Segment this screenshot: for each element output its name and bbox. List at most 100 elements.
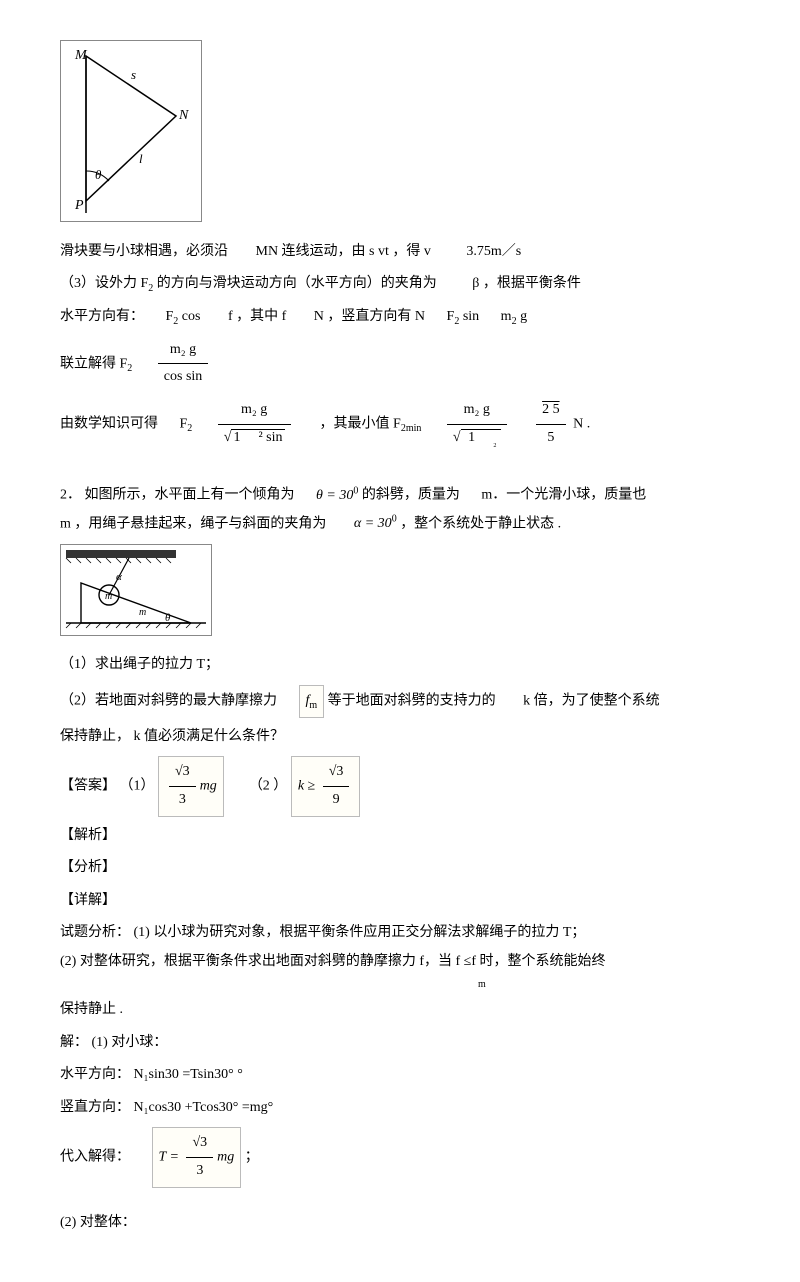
q2-sub1: （1）求出绳子的拉力 T；: [60, 652, 740, 679]
t: k 倍，为了使整个系统: [523, 694, 660, 709]
label-m1: m: [105, 591, 112, 602]
text: 的方向与滑块运动方向（水平方向）的夹角为: [157, 276, 437, 291]
t: sin: [463, 309, 479, 324]
num: m₂ g: [158, 337, 209, 365]
part2-head: (2) 对整体：: [60, 1210, 740, 1237]
label-M: M: [74, 48, 88, 63]
sub: 2: [173, 316, 178, 327]
text: MN 连线运动，由 s vt ，得 v: [256, 244, 431, 259]
label-alpha: α: [116, 571, 122, 583]
q2-stem: 2． 如图所示，水平面上有一个倾角为 θ = 300 的斜劈，质量为 m．一个光…: [60, 481, 740, 538]
incline-svg: α θ m m: [60, 544, 212, 636]
text: 滑块要与小球相遇，必须沿: [60, 244, 228, 259]
bracket-fenxi: 【分析】: [60, 855, 740, 882]
q2-sub2b: 保持静止， k 值必须满足什么条件？: [60, 724, 740, 751]
sub: m: [309, 700, 317, 711]
num: m₂ g: [218, 397, 291, 425]
den: 3: [169, 787, 196, 814]
den: 5: [536, 425, 566, 452]
formula-box: √33mg: [158, 756, 224, 816]
horiz-eq: 水平方向： N₁sin30 =Tsin30° °: [60, 1062, 740, 1089]
t: m: [501, 309, 512, 324]
q2-sub2: （2）若地面对斜劈的最大静摩擦力 fm 等于地面对斜劈的支持力的 k 倍，为了使…: [60, 685, 740, 718]
t: mg: [200, 779, 217, 794]
t: f ，其中 f: [228, 309, 286, 324]
t: (2) 对整体研究，根据平衡条件求出地面对斜劈的静摩擦力 f，当 f ≤f 时，…: [60, 954, 606, 969]
label-P: P: [74, 198, 84, 213]
t: α = 30: [354, 516, 392, 531]
vert-eq: 竖直方向： N₁cos30 +Tcos30° =mg°: [60, 1095, 740, 1122]
t: 由数学知识可得: [60, 416, 158, 431]
triangle-diagram: M N P θ s l: [60, 40, 740, 233]
line-math-min: 由数学知识可得 F2 m₂ g √1² sin ，其最小值 F2min m₂ g…: [60, 397, 740, 451]
t: ² sin: [258, 430, 282, 445]
sup: 0: [392, 514, 397, 525]
label-N: N: [178, 108, 189, 123]
text: 水平方向有：: [60, 309, 144, 324]
den: 9: [323, 787, 350, 814]
bracket-xiangjie: 【详解】: [60, 888, 740, 915]
t: N .: [573, 416, 590, 431]
t: ；: [245, 1150, 259, 1165]
t: T =: [159, 1150, 183, 1165]
den: √1² sin: [218, 425, 291, 452]
num: 2 5: [536, 397, 566, 425]
text: 3.75m／s: [466, 244, 521, 259]
t: 1: [233, 430, 240, 445]
num: √3: [323, 759, 350, 787]
label-l: l: [139, 151, 143, 166]
sub: 2: [187, 423, 192, 434]
solve-head: 解： (1) 对小球：: [60, 1030, 740, 1057]
t: 代入解得：: [60, 1150, 130, 1165]
den: √ 1₂: [447, 425, 507, 452]
line-combine: 联立解得 F2 m₂ g cos sin: [60, 337, 740, 391]
t: k ≥: [298, 779, 319, 794]
t: mg: [217, 1150, 234, 1165]
sub: 2min: [401, 423, 422, 434]
text: （3）设外力 F: [60, 276, 148, 291]
t: （2）若地面对斜劈的最大静摩擦力: [60, 694, 277, 709]
sub: 2: [127, 363, 132, 374]
label-s: s: [131, 67, 136, 82]
fraction: m₂ g √ 1₂: [447, 397, 507, 451]
fraction: m₂ g √1² sin: [218, 397, 291, 451]
t: N ，竖直方向有 N: [314, 309, 425, 324]
num: m₂ g: [447, 397, 507, 425]
line-meet: 滑块要与小球相遇，必须沿 MN 连线运动，由 s vt ，得 v 3.75m／s: [60, 239, 740, 266]
sub: 2: [454, 316, 459, 327]
t: 1: [468, 430, 475, 445]
text: β ，根据平衡条件: [472, 276, 581, 291]
t: 的斜劈，质量为: [362, 488, 460, 503]
answer-line: 【答案】 （1） √33mg （2 ） k ≥ √39: [60, 756, 740, 816]
formula-box: k ≥ √39: [291, 756, 361, 816]
t: m ，用绳子悬挂起来，绳子与斜面的夹角为: [60, 516, 326, 531]
sub: 2: [148, 283, 153, 294]
t: 等于地面对斜劈的支持力的: [328, 694, 496, 709]
line-horizontal: 水平方向有： F2 cos f ，其中 f N ，竖直方向有 N F2 sin …: [60, 304, 740, 331]
keep-still: 保持静止 .: [60, 997, 740, 1024]
den: cos sin: [158, 364, 209, 391]
label-theta: θ: [95, 167, 102, 182]
analysis1: 试题分析： (1) 以小球为研究对象，根据平衡条件应用正交分解法求解绳子的拉力 …: [60, 920, 740, 947]
analysis2: (2) 对整体研究，根据平衡条件求出地面对斜劈的静摩擦力 f，当 f ≤f 时，…: [60, 953, 740, 991]
t: cos: [182, 309, 201, 324]
t: （2 ）: [249, 779, 288, 794]
t: 联立解得 F: [60, 356, 127, 371]
sub: m: [478, 979, 486, 990]
bracket-jiexi: 【解析】: [60, 823, 740, 850]
formula-box: T = √33 mg: [152, 1127, 242, 1187]
fm-box: fm: [299, 685, 325, 718]
label-theta: θ: [165, 612, 171, 624]
num: √3: [186, 1130, 213, 1158]
t: g: [520, 309, 527, 324]
triangle-svg: M N P θ s l: [60, 40, 202, 222]
qnum: 2．: [60, 488, 81, 503]
line-part3: （3）设外力 F2 的方向与滑块运动方向（水平方向）的夹角为 β ，根据平衡条件: [60, 271, 740, 298]
t: （1）: [120, 779, 155, 794]
label-m2: m: [139, 607, 146, 618]
t: m．一个光滑小球，质量也: [481, 488, 646, 503]
sub-in: 代入解得： T = √33 mg ；: [60, 1127, 740, 1187]
den: 3: [186, 1158, 213, 1185]
sup: 0: [353, 485, 358, 496]
t: ，其最小值 F: [320, 416, 401, 431]
